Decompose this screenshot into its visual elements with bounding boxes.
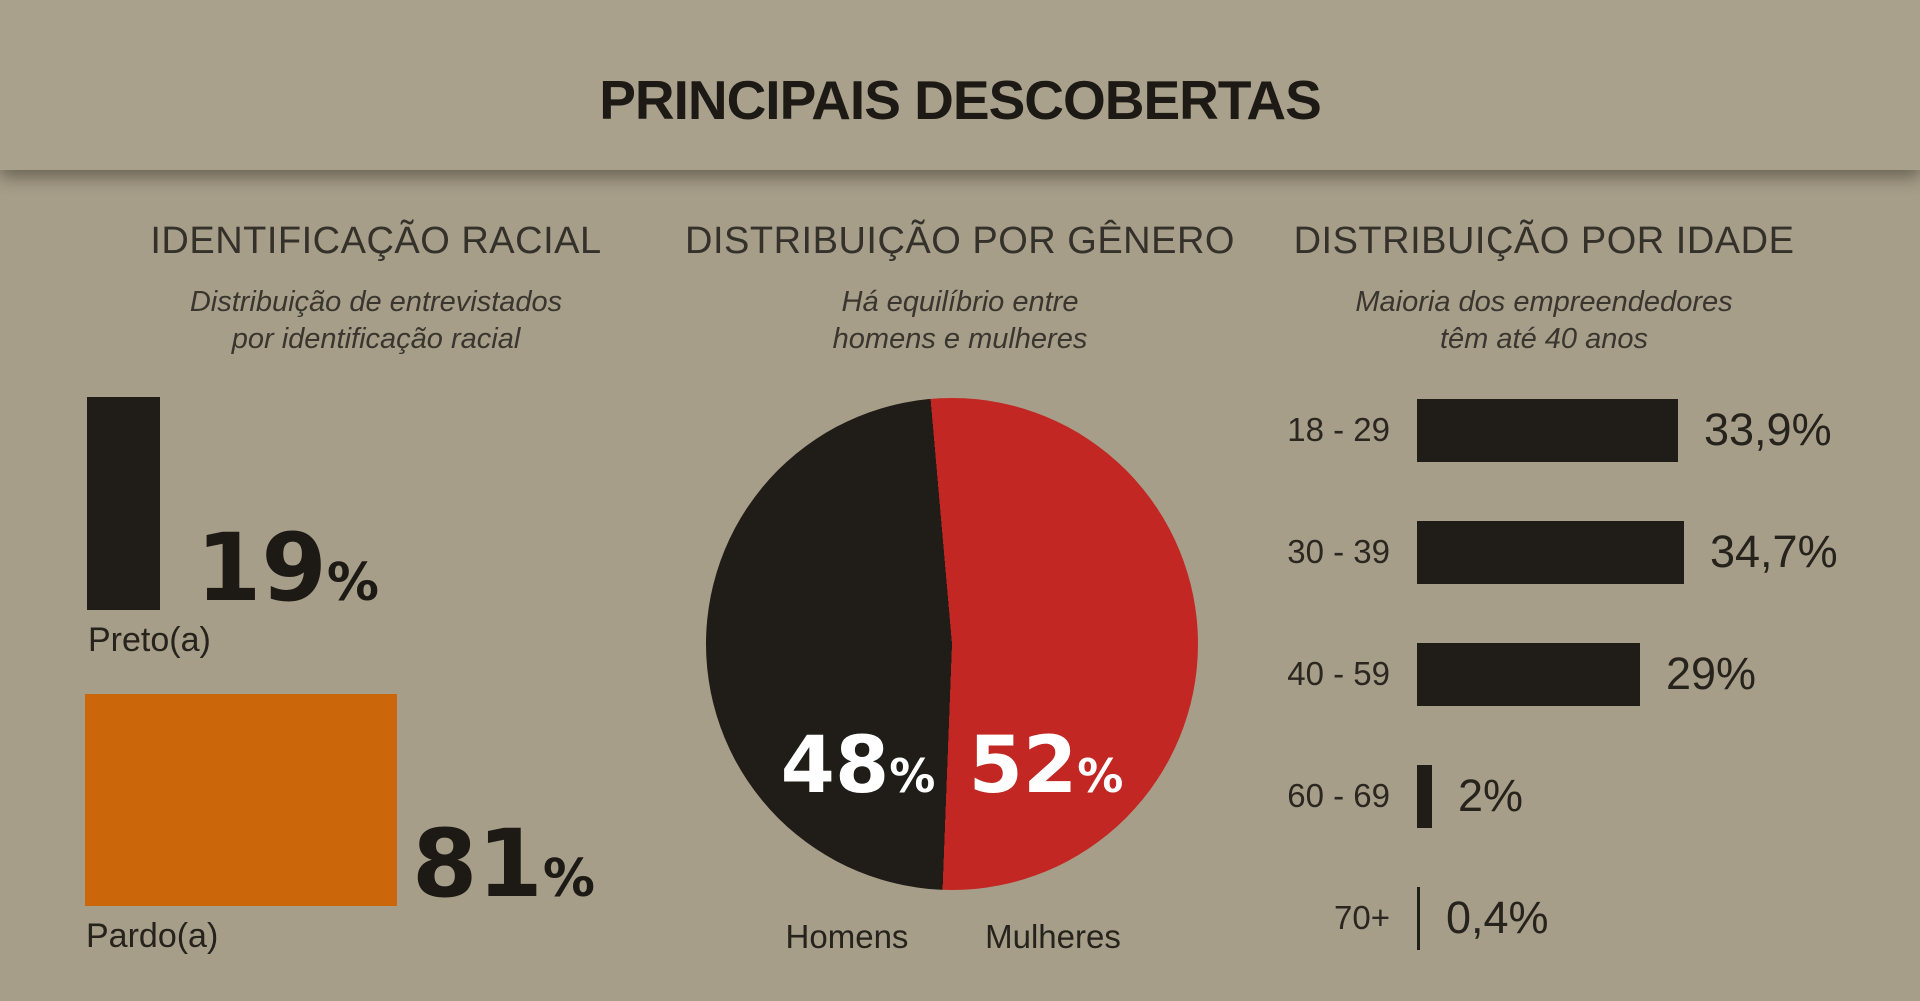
gender-label-mulheres: Mulheres — [985, 918, 1121, 955]
page-title: PRINCIPAIS DESCOBERTAS — [599, 69, 1322, 131]
racial-value-preto-number: 19 — [196, 514, 327, 623]
gender-pie-value-homens: 48% — [758, 724, 958, 818]
age-row-18-29: 18 - 29 33,9% — [1240, 398, 1838, 462]
racial-value-pardo-number: 81 — [412, 810, 543, 919]
age-row-label: 70+ — [1334, 899, 1390, 936]
age-row-value: 34,7% — [1710, 526, 1838, 577]
age-row-60-69: 60 - 69 2% — [1240, 764, 1838, 828]
racial-value-pardo: 81% — [412, 818, 595, 924]
age-row-bar — [1417, 764, 1432, 828]
gender-value-mulheres-number: 52 — [968, 721, 1078, 811]
age-row-value: 33,9% — [1704, 404, 1832, 455]
racial-label-pardo: Pardo(a) — [86, 917, 219, 955]
age-section-subtitle: Maioria dos empreendedores têm até 40 an… — [1224, 284, 1864, 358]
age-row-label: 30 - 39 — [1287, 533, 1390, 570]
age-row-value: 0,4% — [1446, 892, 1549, 943]
racial-value-preto: 19% — [196, 522, 379, 628]
age-row-value: 2% — [1458, 770, 1524, 821]
racial-subtitle-line-1: Distribuição de entrevistados — [189, 286, 563, 318]
age-section-heading: DISTRIBUIÇÃO POR IDADE — [1293, 220, 1795, 262]
age-row-label: 18 - 29 — [1287, 411, 1390, 448]
age-row-bar — [1417, 886, 1420, 950]
gender-value-homens-percent-sign: % — [889, 749, 936, 803]
header-band: PRINCIPAIS DESCOBERTAS — [0, 0, 1920, 170]
age-subtitle-line-2: têm até 40 anos — [1440, 323, 1648, 355]
age-row-bar — [1417, 520, 1684, 584]
racial-value-pardo-percent-sign: % — [542, 849, 595, 909]
racial-section-subtitle: Distribuição de entrevistados por identi… — [56, 284, 696, 358]
age-row-bar — [1417, 642, 1640, 706]
age-row-label: 40 - 59 — [1287, 655, 1390, 692]
age-bar-chart: 18 - 29 33,9% 30 - 39 34,7% 40 - 59 29% … — [1240, 398, 1838, 1001]
racial-bar-preto — [87, 397, 160, 610]
racial-subtitle-line-2: por identificação racial — [231, 323, 521, 355]
gender-value-mulheres-percent-sign: % — [1077, 749, 1124, 803]
racial-value-preto-percent-sign: % — [326, 553, 379, 613]
age-row-30-39: 30 - 39 34,7% — [1240, 520, 1838, 584]
gender-pie-value-mulheres: 52% — [946, 724, 1146, 818]
racial-section-heading: IDENTIFICAÇÃO RACIAL — [150, 220, 602, 262]
gender-value-homens-number: 48 — [780, 721, 890, 811]
gender-label-homens: Homens — [785, 918, 909, 955]
gender-subtitle-line-2: homens e mulheres — [832, 323, 1088, 355]
gender-pie — [706, 398, 1198, 890]
age-row-40-59: 40 - 59 29% — [1240, 642, 1838, 706]
gender-section-subtitle: Há equilíbrio entre homens e mulheres — [640, 284, 1280, 358]
age-row-label: 60 - 69 — [1287, 777, 1390, 814]
age-row-bar — [1417, 398, 1678, 462]
racial-label-preto: Preto(a) — [88, 621, 211, 659]
racial-bar-pardo — [85, 694, 397, 906]
gender-section-heading: DISTRIBUIÇÃO POR GÊNERO — [685, 220, 1235, 262]
age-subtitle-line-1: Maioria dos empreendedores — [1355, 286, 1733, 318]
gender-subtitle-line-1: Há equilíbrio entre — [841, 286, 1079, 318]
age-row-70-plus: 70+ 0,4% — [1240, 886, 1838, 950]
age-row-value: 29% — [1666, 648, 1757, 699]
